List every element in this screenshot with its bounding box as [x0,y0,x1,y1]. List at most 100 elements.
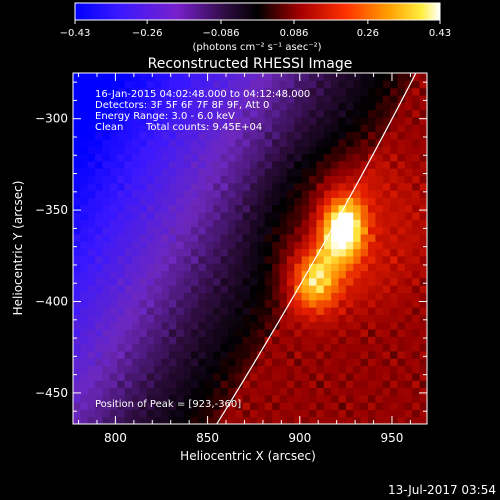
heatmap-cell [80,73,89,81]
heatmap-cell [279,131,288,140]
heatmap-cell [397,233,406,242]
heatmap-cell [323,372,332,381]
heatmap-cell [353,219,362,228]
heatmap-cell [272,402,281,410]
heatmap-cell [264,343,273,352]
heatmap-cell [309,343,317,352]
heatmap-cell [191,263,199,272]
heatmap-cell [353,160,362,169]
heatmap-cell [368,336,376,345]
heatmap-cell [132,248,140,257]
heatmap-cell [301,94,310,103]
heatmap-cell [279,255,288,264]
heatmap-cell [132,314,140,323]
heatmap-cell [73,270,81,279]
annotation-detectors: Detectors: 3F 5F 6F 7F 8F 9F, Att 0 [95,100,269,111]
heatmap-cell [390,190,399,198]
heatmap-cell [301,394,310,403]
heatmap-cell [146,102,155,111]
heatmap-cell [353,350,362,359]
heatmap-cell [257,387,266,396]
heatmap-cell [73,314,81,323]
heatmap-cell [139,394,148,403]
heatmap-cell [220,277,229,286]
heatmap-cell [331,80,340,89]
heatmap-cell [168,307,177,315]
heatmap-cell [331,146,340,155]
heatmap-cell [382,190,391,198]
heatmap-cell [117,299,126,308]
heatmap-cell [250,160,258,169]
heatmap-cell [176,197,185,206]
heatmap-cell [338,131,347,140]
heatmap-cell [80,80,89,89]
heatmap-cell [323,241,332,250]
heatmap-cell [132,387,140,396]
heatmap-cell [235,168,244,176]
heatmap-cell [338,204,347,213]
heatmap-cell [95,153,104,162]
heatmap-cell [132,182,140,191]
heatmap-cell [213,102,222,111]
heatmap-cell [368,299,376,308]
heatmap-cell [102,153,111,162]
heatmap-cell [338,270,347,279]
heatmap-cell [227,233,236,242]
heatmap-cell [154,175,163,184]
heatmap-cell [242,109,251,118]
heatmap-cell [235,116,244,125]
y-tick-label: −400 [35,295,68,309]
heatmap-cell [139,365,148,374]
heatmap-cell [294,321,303,330]
heatmap-cell [132,138,140,147]
heatmap-cell [390,102,399,111]
heatmap-cell [257,94,266,103]
heatmap-cell [382,219,391,228]
heatmap-cell [198,380,207,389]
heatmap-cell [286,299,295,308]
heatmap-cell [397,124,406,133]
heatmap-cell [80,365,89,374]
heatmap-cell [264,416,273,424]
heatmap-cell [198,168,207,176]
heatmap-cell [220,197,229,206]
heatmap-cell [390,233,399,242]
heatmap-cell [80,116,89,125]
heatmap-cell [323,409,332,418]
heatmap-cell [109,343,118,352]
heatmap-cell [323,380,332,389]
heatmap-cell [368,270,376,279]
heatmap-cell [198,211,207,220]
heatmap-cell [286,233,295,242]
heatmap-cell [294,197,303,206]
heatmap-cell [353,387,362,396]
heatmap-cell [382,285,391,293]
heatmap-cell [95,307,104,315]
heatmap-cell [161,387,170,396]
heatmap-cell [250,197,258,206]
heatmap-cell [353,146,362,155]
heatmap-cell [73,380,81,389]
heatmap-cell [191,94,199,103]
heatmap-cell [404,350,413,359]
heatmap-cell [176,146,185,155]
heatmap-cell [124,416,133,424]
heatmap-cell [250,248,258,257]
heatmap-cell [301,350,310,359]
heatmap-cell [109,248,118,257]
heatmap-cell [154,116,163,125]
heatmap-cell [161,292,170,301]
heatmap-cell [309,372,317,381]
heatmap-cell [168,175,177,184]
heatmap-cell [205,160,214,169]
heatmap-cell [382,73,391,81]
heatmap-cell [382,277,391,286]
heatmap-cell [309,328,317,337]
heatmap-cell [360,328,369,337]
heatmap-cell [191,314,199,323]
heatmap-cell [109,277,118,286]
heatmap-cell [286,204,295,213]
colorbar-units-label: (photons cm⁻² s⁻¹ asec⁻²) [192,42,321,53]
heatmap-cell [117,343,126,352]
heatmap-cell [279,336,288,345]
